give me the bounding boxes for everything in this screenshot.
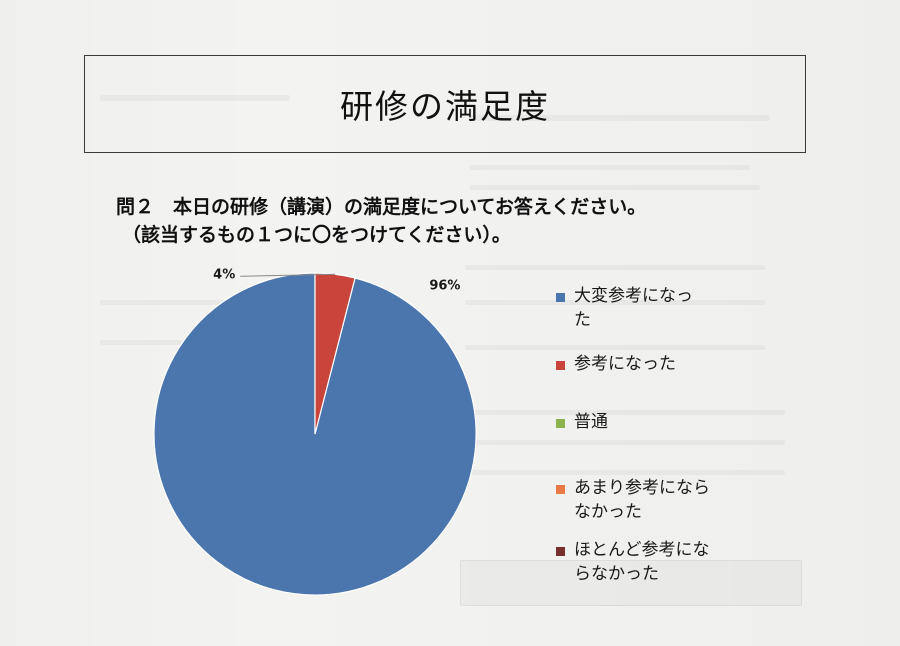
- bleed-through-text: [465, 470, 785, 475]
- legend-item: あまり参考になら なかった: [556, 476, 729, 524]
- bleed-through-text: [100, 95, 290, 101]
- legend-swatch: [556, 361, 565, 370]
- legend-item: ほとんど参考にな らなかった: [556, 538, 729, 586]
- legend-item: 普通: [556, 410, 729, 434]
- bleed-through-text: [465, 265, 765, 270]
- question-line-1: 問２ 本日の研修（講演）の満足度についてお答えください。: [116, 196, 647, 218]
- bleed-through-text: [470, 185, 760, 190]
- legend-label: ほとんど参考にな らなかった: [574, 540, 710, 584]
- legend-swatch: [556, 293, 565, 302]
- legend-label: 普通: [574, 412, 608, 432]
- page-title: 研修の満足度: [340, 87, 550, 126]
- bleed-through-text: [100, 340, 260, 345]
- pie-leader-line-2: [240, 273, 336, 277]
- bleed-through-text: [465, 345, 765, 350]
- bleed-through-box: [460, 560, 802, 606]
- title-box: 研修の満足度: [84, 55, 806, 153]
- legend-item: 参考になった: [556, 352, 729, 376]
- pie-data-label-1: 96%: [429, 279, 460, 294]
- pie-data-label-2: 4%: [213, 267, 235, 282]
- legend-swatch: [556, 419, 565, 428]
- legend-label: あまり参考になら なかった: [574, 478, 710, 522]
- legend-item: 大変参考になっ た: [556, 284, 729, 332]
- bleed-through-text: [465, 410, 785, 415]
- question-line-2: （該当するもの１つに〇をつけてください）。: [122, 224, 511, 246]
- legend-swatch: [556, 485, 565, 494]
- bleed-through-text: [465, 440, 785, 445]
- bleed-through-text: [100, 300, 270, 305]
- question-text: 問２ 本日の研修（講演）の満足度についてお答えください。 （該当するもの１つに〇…: [116, 193, 646, 249]
- bleed-through-text: [470, 115, 770, 121]
- legend-label: 大変参考になっ た: [574, 286, 693, 330]
- legend-label: 参考になった: [574, 354, 676, 374]
- legend-swatch: [556, 547, 565, 556]
- bleed-through-text: [470, 165, 750, 170]
- pie-slices: [153, 272, 477, 596]
- pie-data-labels: 96% 4%: [213, 267, 460, 293]
- bleed-through-text: [465, 300, 765, 305]
